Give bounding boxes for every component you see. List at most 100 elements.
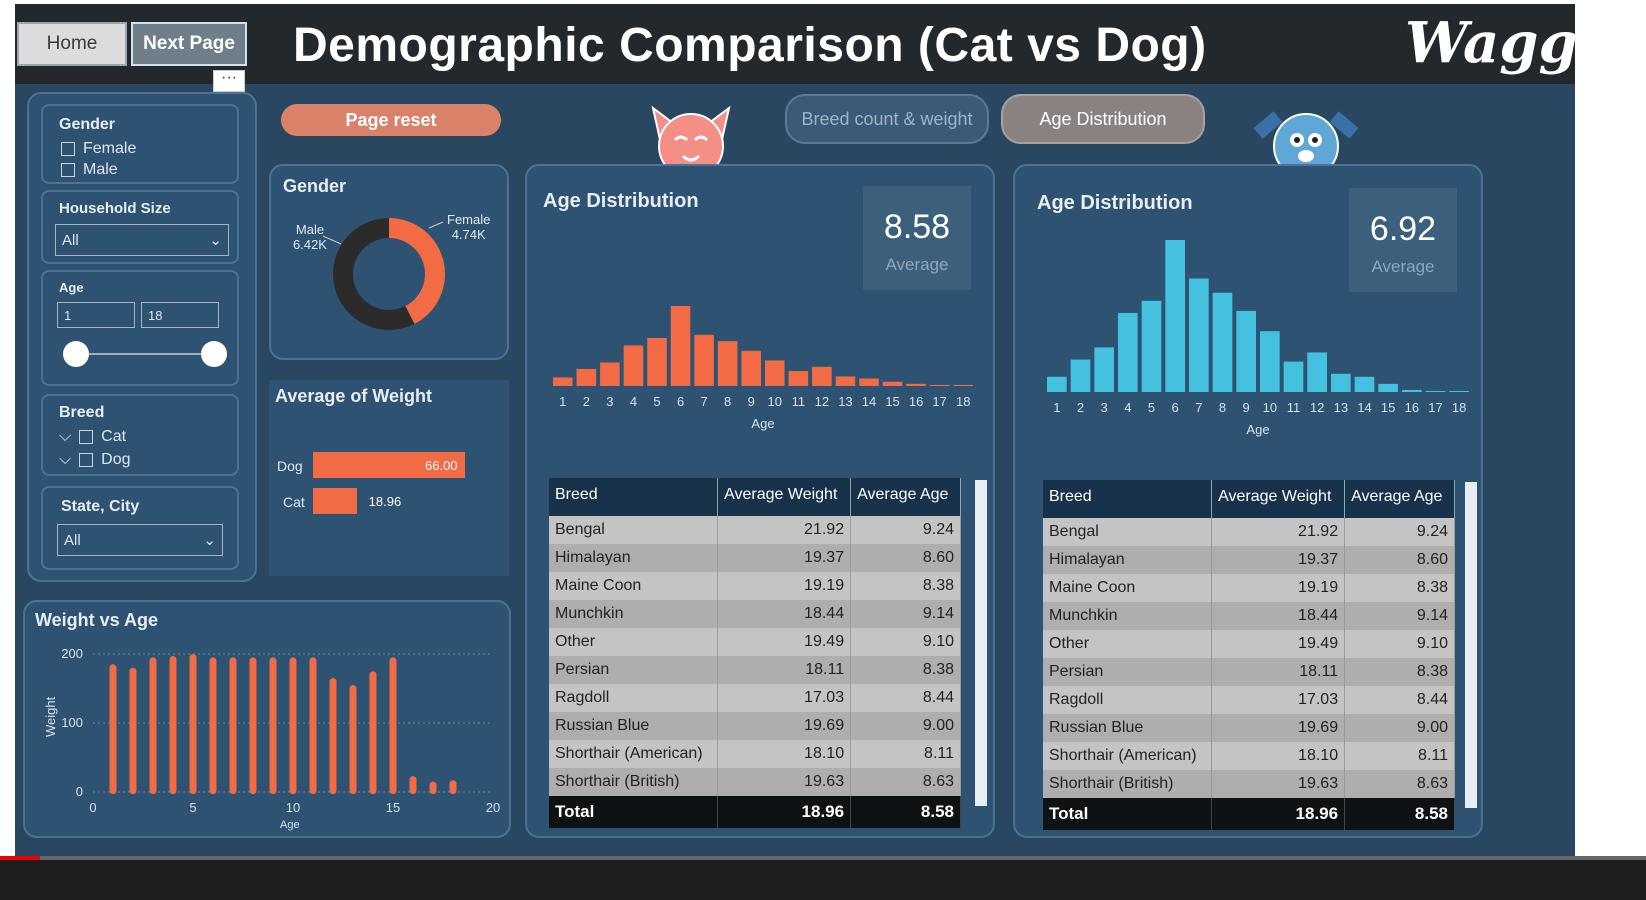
histogram-bar[interactable]: [741, 350, 761, 386]
breed-option-cat[interactable]: ⌵ Cat: [59, 428, 126, 446]
histogram-bar[interactable]: [1378, 383, 1398, 392]
table-row[interactable]: Russian Blue 19.69 9.00: [1043, 714, 1455, 742]
histogram-bar[interactable]: [694, 334, 714, 386]
histogram-bar[interactable]: [812, 366, 832, 386]
histogram-bar[interactable]: [1260, 331, 1280, 392]
household-dropdown[interactable]: All ⌄: [55, 224, 229, 256]
column-header[interactable]: Breed: [549, 478, 719, 516]
female-label: Female 4.74K: [447, 212, 491, 242]
table-cell: Russian Blue: [1043, 714, 1213, 742]
histogram-bar[interactable]: [1141, 300, 1162, 392]
table-row[interactable]: Maine Coon 19.19 8.38: [1043, 574, 1455, 602]
histogram-bar[interactable]: [1354, 376, 1375, 392]
progress-track[interactable]: [0, 856, 1646, 860]
histogram-bar[interactable]: [1307, 352, 1327, 392]
table-row[interactable]: Other 19.49 9.10: [549, 628, 961, 656]
more-options-icon[interactable]: ···: [213, 70, 245, 92]
histogram-bar[interactable]: [1189, 278, 1209, 392]
home-button[interactable]: Home: [17, 22, 127, 66]
next-page-button[interactable]: Next Page: [131, 22, 247, 66]
table-row[interactable]: Other 19.49 9.10: [1043, 630, 1455, 658]
histogram-bar[interactable]: [1283, 361, 1304, 392]
page-reset-button[interactable]: Page reset: [281, 104, 501, 136]
histogram-bar[interactable]: [788, 371, 809, 386]
state-dropdown[interactable]: All ⌄: [57, 524, 223, 556]
histogram-bar[interactable]: [717, 341, 738, 386]
column-header[interactable]: Average Age: [850, 478, 961, 516]
histogram-bar[interactable]: [1047, 376, 1067, 392]
histogram-bar[interactable]: [953, 384, 973, 386]
age-slider-max-handle[interactable]: [201, 341, 227, 367]
chevron-down-icon[interactable]: ⌵: [59, 428, 72, 445]
table-row[interactable]: Shorthair (American) 18.10 8.11: [549, 740, 961, 768]
histogram-bar[interactable]: [1165, 240, 1185, 392]
table-row[interactable]: Russian Blue 19.69 9.00: [549, 712, 961, 740]
donut-slice-female[interactable]: [389, 218, 445, 324]
table-row[interactable]: Ragdoll 17.03 8.44: [1043, 686, 1455, 714]
table-row[interactable]: Persian 18.11 8.38: [1043, 658, 1455, 686]
histogram-bar[interactable]: [600, 362, 620, 386]
histogram-bar[interactable]: [670, 306, 691, 386]
table-row[interactable]: Bengal 21.92 9.24: [549, 516, 961, 544]
gender-option-male[interactable]: Male: [61, 161, 118, 179]
scrollbar[interactable]: [975, 480, 987, 806]
gender-option-female[interactable]: Female: [61, 140, 136, 158]
age-slider-min-handle[interactable]: [63, 341, 89, 367]
histogram-bar[interactable]: [1449, 390, 1469, 392]
histogram-bar[interactable]: [576, 368, 597, 386]
histogram-bar[interactable]: [623, 345, 644, 386]
histogram-bar[interactable]: [1425, 390, 1446, 392]
table-row[interactable]: Bengal 21.92 9.24: [1043, 518, 1455, 546]
histogram-bar[interactable]: [1331, 373, 1351, 392]
table-row[interactable]: Persian 18.11 8.38: [549, 656, 961, 684]
table-cell: 19.19: [1211, 574, 1346, 602]
table-row[interactable]: Shorthair (British) 19.63 8.63: [549, 768, 961, 796]
column-header[interactable]: Average Weight: [717, 478, 852, 516]
breed-filter-title: Breed: [59, 404, 105, 421]
histogram-bar[interactable]: [929, 384, 950, 386]
breed-count-weight-button[interactable]: Breed count & weight: [785, 94, 989, 144]
column-header[interactable]: Average Age: [1344, 480, 1455, 518]
table-row[interactable]: Shorthair (British) 19.63 8.63: [1043, 770, 1455, 798]
table-cell: 19.37: [717, 544, 852, 572]
table-row[interactable]: Ragdoll 17.03 8.44: [549, 684, 961, 712]
column-header[interactable]: Average Weight: [1211, 480, 1346, 518]
checkbox-icon[interactable]: [61, 163, 75, 177]
table-cell: Shorthair (American): [549, 740, 719, 768]
histogram-bar[interactable]: [882, 381, 903, 386]
checkbox-icon[interactable]: [61, 142, 75, 156]
histogram-bar[interactable]: [647, 338, 667, 386]
table-cell: 8.38: [1344, 658, 1455, 686]
histogram-bar[interactable]: [835, 376, 856, 386]
table-row[interactable]: Himalayan 19.37 8.60: [1043, 546, 1455, 574]
age-distribution-button[interactable]: Age Distribution: [1001, 94, 1205, 144]
table-row[interactable]: Munchkin 18.44 9.14: [1043, 602, 1455, 630]
table-row[interactable]: Munchkin 18.44 9.14: [549, 600, 961, 628]
donut-slice-male[interactable]: [333, 218, 415, 330]
column-header[interactable]: Breed: [1043, 480, 1213, 518]
histogram-bar[interactable]: [859, 378, 879, 386]
table-row[interactable]: Maine Coon 19.19 8.38: [549, 572, 961, 600]
histogram-bar[interactable]: [1236, 310, 1256, 392]
checkbox-icon[interactable]: [79, 453, 94, 467]
age-max-input[interactable]: 18: [141, 302, 219, 328]
histogram-bar[interactable]: [765, 360, 785, 386]
breed-option-dog[interactable]: ⌵ Dog: [59, 451, 131, 469]
chevron-down-icon[interactable]: ⌵: [59, 451, 72, 468]
table-row[interactable]: Shorthair (American) 18.10 8.11: [1043, 742, 1455, 770]
histogram-bar[interactable]: [1118, 312, 1138, 392]
bar-cat[interactable]: [313, 488, 357, 514]
table-cell: 18.11: [717, 656, 852, 684]
histogram-bar[interactable]: [1212, 292, 1233, 392]
checkbox-icon[interactable]: [79, 430, 94, 444]
histogram-bar[interactable]: [1070, 359, 1091, 392]
table-cell: 18.10: [717, 740, 852, 768]
age-min-input[interactable]: 1: [57, 302, 135, 328]
histogram-bar[interactable]: [1094, 347, 1114, 392]
histogram-bar[interactable]: [906, 383, 926, 386]
scrollbar[interactable]: [1465, 482, 1477, 808]
table-row[interactable]: Himalayan 19.37 8.60: [549, 544, 961, 572]
histogram-bar[interactable]: [553, 377, 573, 386]
histogram-bar[interactable]: [1402, 389, 1422, 392]
bar-dog[interactable]: [313, 452, 465, 478]
